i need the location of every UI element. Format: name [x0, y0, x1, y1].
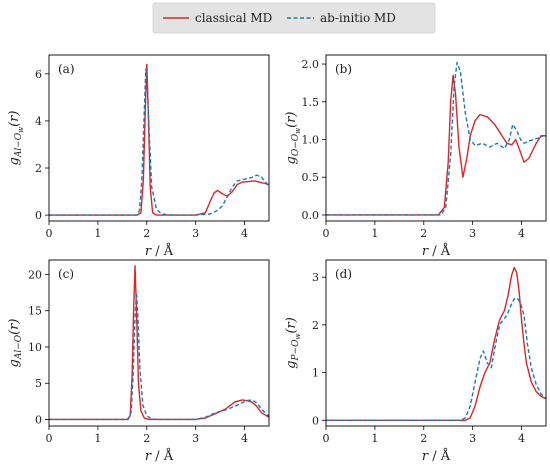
x-tick-label: 4	[241, 432, 248, 445]
series-abinitio-c	[49, 291, 269, 421]
y-axis-label-d: gP−Ow(r)	[284, 317, 302, 369]
x-tick-label: 0	[46, 227, 53, 240]
series-classical-c	[49, 265, 269, 421]
x-tick-label: 1	[371, 432, 378, 445]
x-tick-label: 2	[420, 227, 427, 240]
y-tick-label: 0.0	[302, 209, 320, 222]
y-tick-label: 1	[312, 367, 319, 380]
y-tick-label: 0	[35, 209, 42, 222]
x-axis-label-a: r / Å	[145, 243, 174, 259]
plot-frame-a	[48, 54, 270, 222]
x-tick-label: 0	[323, 432, 330, 445]
y-tick-label: 0	[312, 414, 319, 427]
y-tick-label: 1.5	[302, 96, 320, 109]
y-tick-label: 0	[35, 413, 42, 426]
legend-label-abinitio: ab-initio MD	[320, 11, 396, 25]
y-tick-label: 2.0	[302, 58, 320, 71]
series-abinitio-d	[326, 297, 546, 421]
y-tick-label: 10	[28, 341, 42, 354]
x-tick-label: 0	[46, 432, 53, 445]
x-tick-label: 1	[94, 432, 101, 445]
y-tick-label: 6	[35, 68, 42, 81]
panel-label-a: (a)	[58, 62, 75, 76]
series-classical-d	[326, 266, 546, 421]
series-classical-a	[49, 63, 269, 216]
y-axis-label-c: gAl−O(r)	[7, 319, 24, 368]
y-tick-label: 3	[312, 271, 319, 284]
y-axis-label-b: gO−Ow(r)	[284, 112, 302, 165]
y-tick-label: 20	[28, 268, 42, 281]
y-tick-label: 5	[35, 377, 42, 390]
x-tick-label: 0	[323, 227, 330, 240]
panel-c: 0 1 2 3 4 0 5 10 15 20 (c) r / Å gAl−O(r)	[7, 259, 270, 464]
x-tick-label: 2	[420, 432, 427, 445]
legend: classical MD ab-initio MD	[152, 2, 436, 34]
y-tick-label: 2	[35, 162, 42, 175]
x-tick-label: 3	[469, 432, 476, 445]
x-tick-label: 1	[371, 227, 378, 240]
x-tick-label: 4	[518, 432, 525, 445]
series-abinitio-b	[326, 61, 546, 216]
panel-d: 0 1 2 3 4 0 1 2 3 (d) r / Å gP−Ow(r)	[284, 259, 547, 464]
plot-frame-b	[325, 54, 547, 222]
x-tick-label: 2	[143, 227, 150, 240]
x-tick-label: 4	[241, 227, 248, 240]
x-axis-label-d: r / Å	[422, 448, 451, 464]
legend-label-classical: classical MD	[195, 11, 272, 25]
panel-label-b: (b)	[335, 62, 352, 76]
y-tick-label: 4	[35, 115, 42, 128]
x-tick-label: 3	[192, 227, 199, 240]
y-tick-label: 15	[28, 305, 42, 318]
x-axis-label-b: r / Å	[422, 243, 451, 259]
panel-a: 0 1 2 3 4 0 2 4 6 (a) r / Å gAl−Ow(r)	[7, 54, 270, 259]
series-classical-b	[326, 74, 546, 216]
y-tick-label: 0.5	[302, 171, 320, 184]
panel-label-d: (d)	[335, 267, 352, 281]
x-tick-label: 1	[94, 227, 101, 240]
plot-frame-c	[48, 259, 270, 427]
panel-label-c: (c)	[58, 267, 74, 281]
y-tick-label: 1.0	[302, 134, 320, 147]
series-abinitio-a	[49, 68, 269, 216]
plot-frame-d	[325, 259, 547, 427]
y-axis-label-a: gAl−Ow(r)	[7, 111, 25, 166]
x-tick-label: 3	[192, 432, 199, 445]
x-tick-label: 4	[518, 227, 525, 240]
x-axis-label-c: r / Å	[145, 448, 174, 464]
x-tick-label: 2	[143, 432, 150, 445]
y-tick-label: 2	[312, 319, 319, 332]
x-tick-label: 3	[469, 227, 476, 240]
panel-b: 0 1 2 3 4 0.0 0.5 1.0 1.5 2.0 (b) r / Å gO−Ow(r)	[284, 54, 547, 259]
